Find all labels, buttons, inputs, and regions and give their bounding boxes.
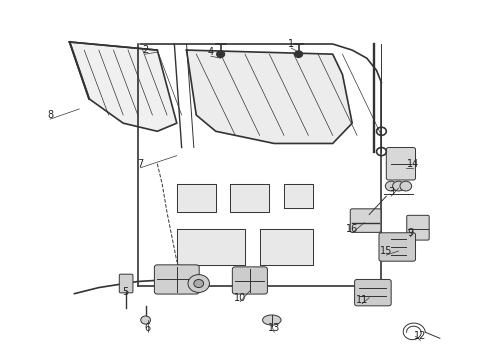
Polygon shape <box>260 229 313 265</box>
FancyBboxPatch shape <box>386 148 416 180</box>
Circle shape <box>294 51 302 57</box>
Polygon shape <box>187 50 352 144</box>
Text: 10: 10 <box>234 293 246 303</box>
Text: 1: 1 <box>288 39 294 49</box>
Text: 15: 15 <box>380 246 392 256</box>
Text: 8: 8 <box>47 110 53 120</box>
Text: 14: 14 <box>407 159 419 169</box>
Circle shape <box>400 181 412 191</box>
FancyBboxPatch shape <box>355 279 391 306</box>
Text: 2: 2 <box>142 45 148 55</box>
Circle shape <box>188 275 209 292</box>
Text: 4: 4 <box>208 47 214 57</box>
FancyBboxPatch shape <box>407 215 429 240</box>
Circle shape <box>385 181 397 191</box>
Text: 5: 5 <box>122 287 129 297</box>
Polygon shape <box>177 184 216 212</box>
Text: 6: 6 <box>145 323 150 333</box>
Circle shape <box>194 279 203 288</box>
Text: 16: 16 <box>346 224 358 234</box>
Circle shape <box>141 316 150 324</box>
FancyBboxPatch shape <box>154 265 199 294</box>
Text: 13: 13 <box>268 323 280 333</box>
FancyBboxPatch shape <box>379 233 416 261</box>
Text: 12: 12 <box>414 331 427 341</box>
Circle shape <box>392 181 404 191</box>
Polygon shape <box>230 184 270 212</box>
Text: 11: 11 <box>356 295 368 305</box>
Text: 7: 7 <box>137 159 144 169</box>
Ellipse shape <box>263 315 281 325</box>
FancyBboxPatch shape <box>232 267 268 294</box>
Polygon shape <box>70 42 177 131</box>
Text: 3: 3 <box>388 187 394 197</box>
Polygon shape <box>177 229 245 265</box>
FancyBboxPatch shape <box>119 274 133 293</box>
Polygon shape <box>284 184 313 208</box>
FancyBboxPatch shape <box>350 209 381 232</box>
Circle shape <box>217 51 224 57</box>
Text: 9: 9 <box>408 228 414 238</box>
